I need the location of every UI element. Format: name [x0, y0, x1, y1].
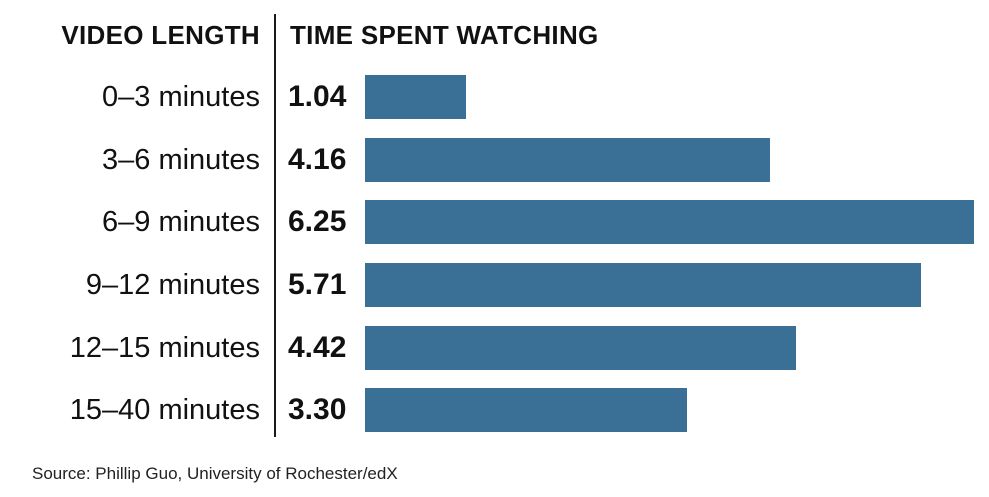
category-label: 3–6 minutes	[102, 144, 260, 176]
bar-row: 15–40 minutes 3.30	[0, 387, 989, 433]
bar-row: 0–3 minutes 1.04	[0, 74, 989, 120]
value-label: 5.71	[288, 268, 347, 301]
value-label: 1.04	[288, 80, 347, 113]
bar	[365, 138, 770, 182]
bar-row: 9–12 minutes 5.71	[0, 262, 989, 308]
bar-row: 6–9 minutes 6.25	[0, 199, 989, 245]
value-label: 3.30	[288, 393, 347, 426]
column-divider	[274, 14, 276, 437]
bar	[365, 75, 466, 119]
bar	[365, 388, 687, 432]
bar-row: 3–6 minutes 4.16	[0, 137, 989, 183]
bar	[365, 200, 974, 244]
value-label: 6.25	[288, 205, 347, 238]
source-note: Source: Phillip Guo, University of Roche…	[32, 464, 398, 483]
value-label: 4.16	[288, 143, 347, 176]
category-label: 15–40 minutes	[69, 394, 260, 426]
category-label: 0–3 minutes	[102, 81, 260, 113]
bar-row: 12–15 minutes 4.42	[0, 325, 989, 371]
category-label: 9–12 minutes	[85, 269, 260, 301]
category-label: 12–15 minutes	[69, 332, 260, 364]
category-label: 6–9 minutes	[102, 206, 260, 238]
column-header-video-length: VIDEO LENGTH	[61, 20, 260, 50]
column-header-time-spent: TIME SPENT WATCHING	[290, 20, 599, 50]
bar	[365, 263, 921, 307]
value-label: 4.42	[288, 331, 347, 364]
bar	[365, 326, 796, 370]
